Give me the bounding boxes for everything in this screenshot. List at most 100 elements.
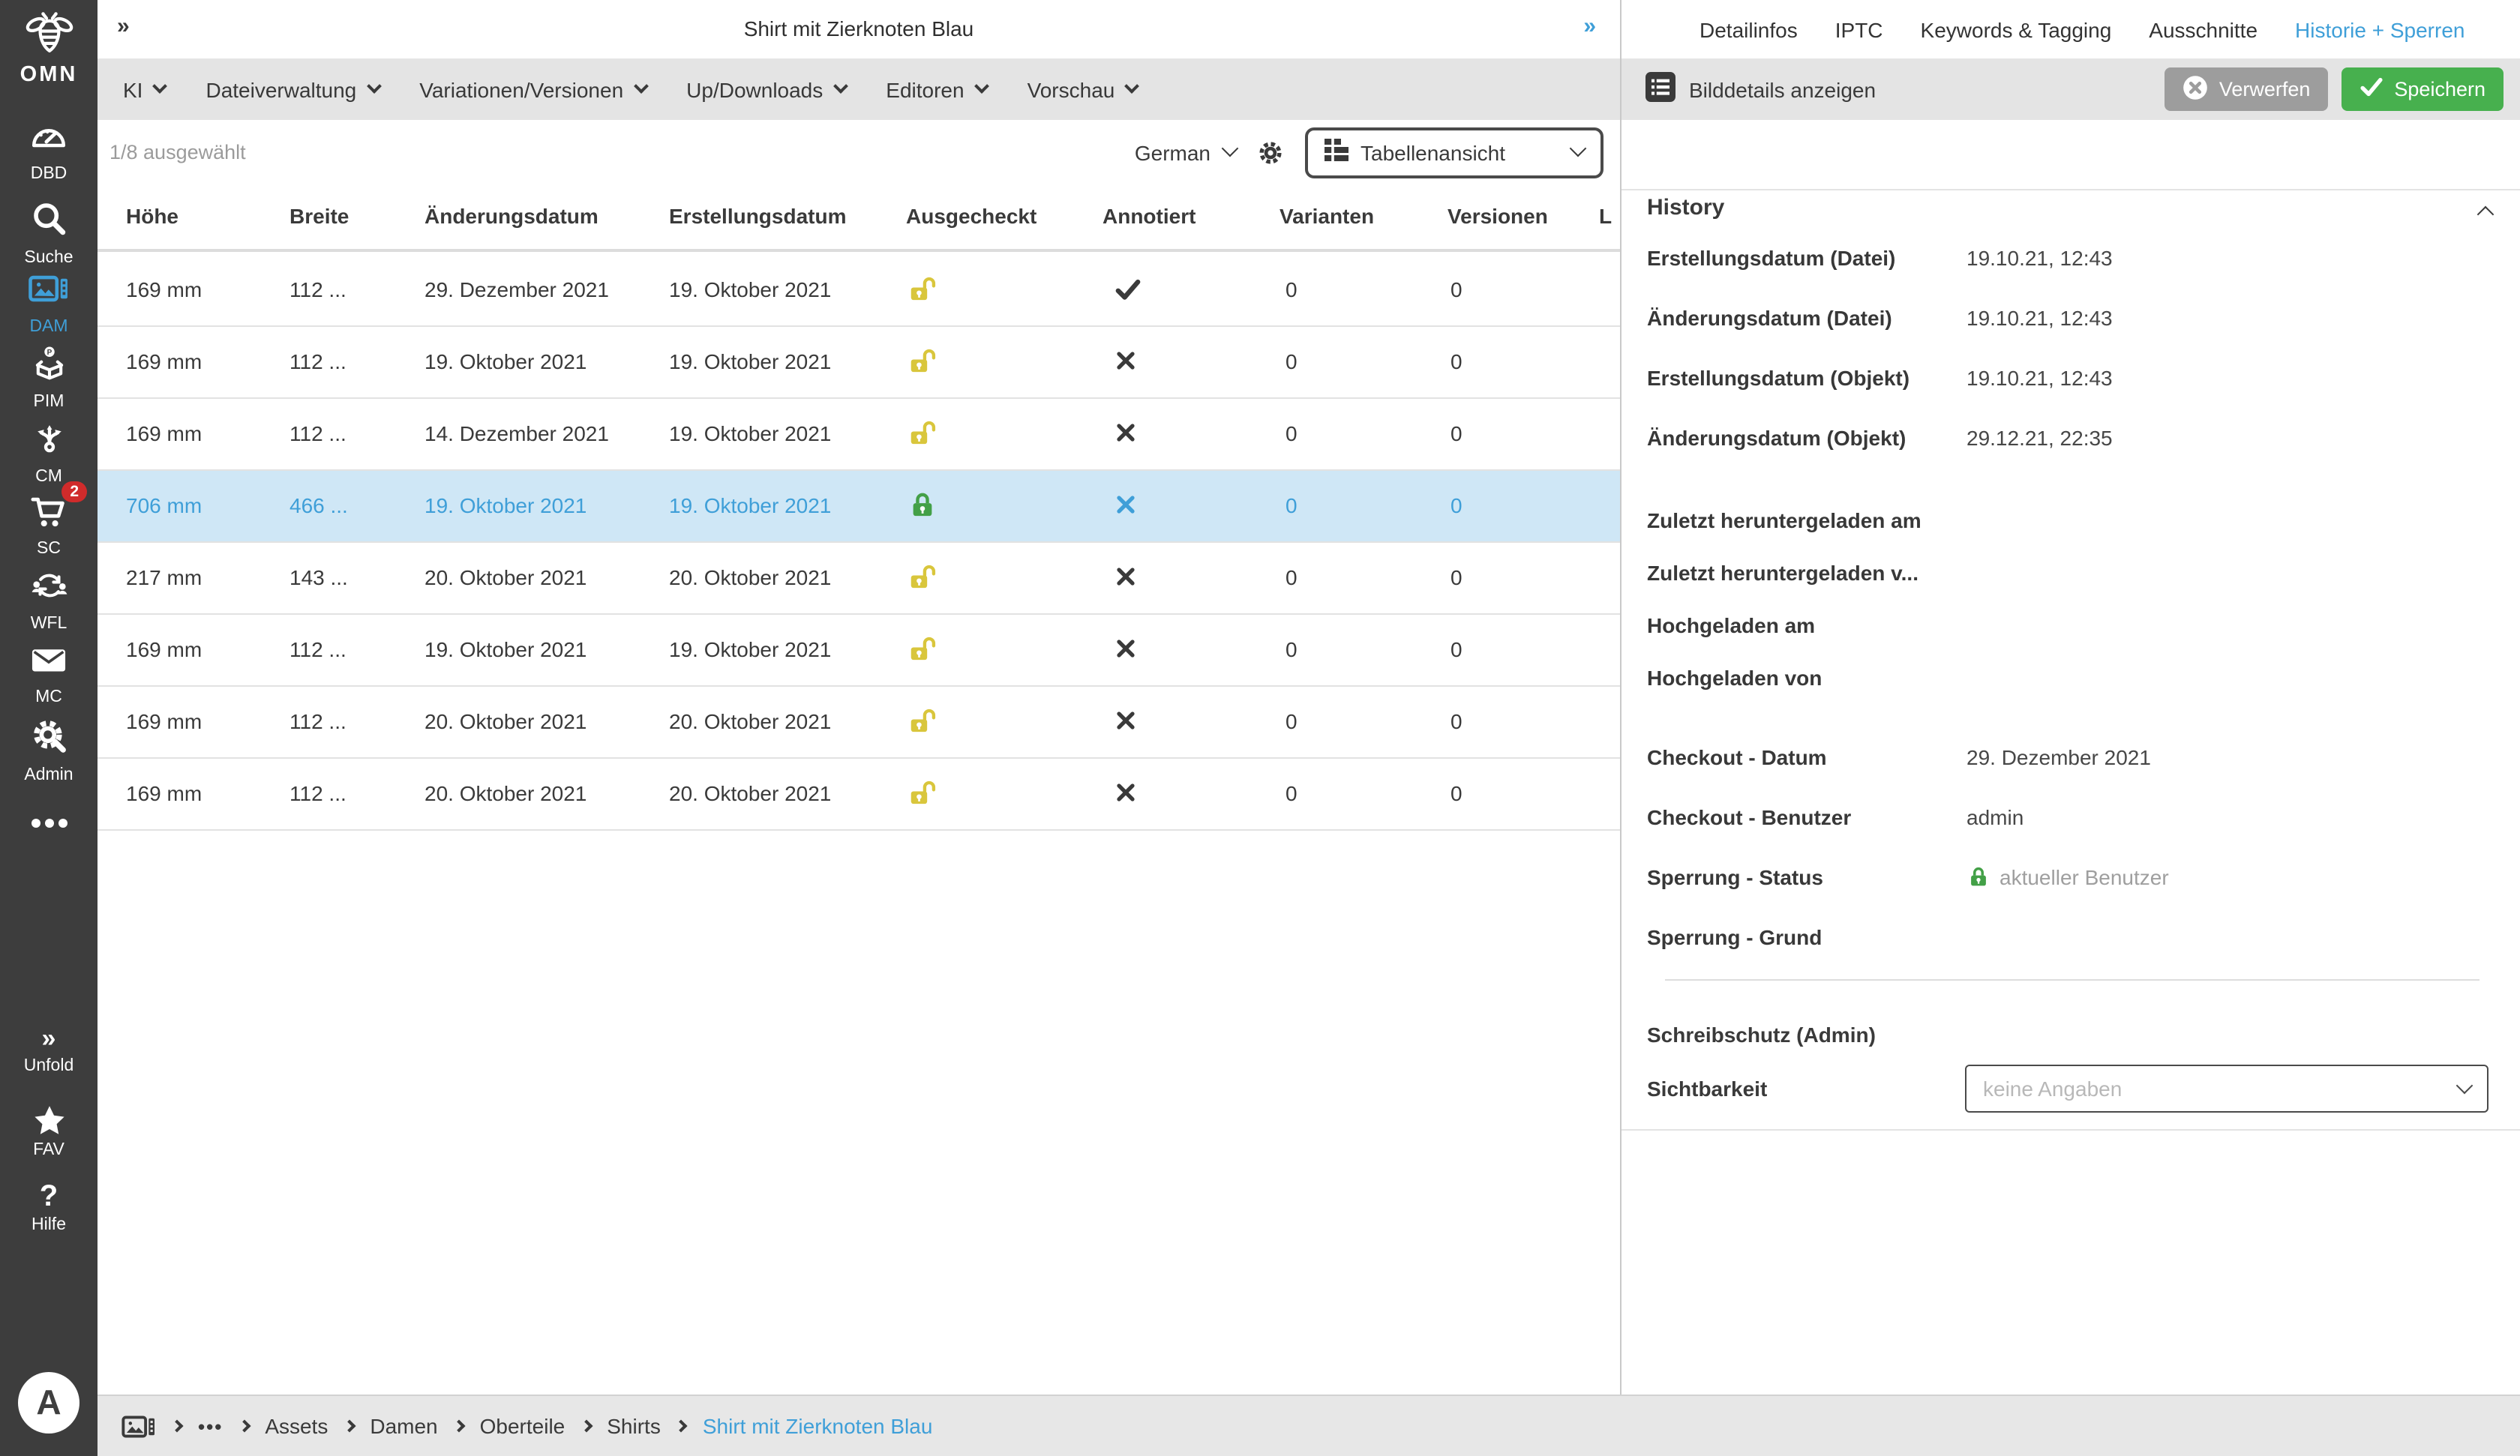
- show-image-details-button[interactable]: Bilddetails anzeigen: [1646, 72, 1876, 106]
- cross-icon: [1114, 781, 1137, 811]
- avatar[interactable]: A: [18, 1372, 80, 1434]
- field-label: Erstellungsdatum (Datei): [1647, 246, 1895, 270]
- table-row[interactable]: 169 mm 112 ... 14. Dezember 2021 19. Okt…: [98, 399, 1620, 471]
- column-header[interactable]: Varianten: [1280, 204, 1374, 228]
- breadcrumb-bar: •••AssetsDamenOberteileShirtsShirt mit Z…: [98, 1395, 2520, 1456]
- sidebar-item-admin[interactable]: Admin: [0, 717, 98, 784]
- field-label: Checkout - Benutzer: [1647, 805, 1851, 829]
- lock-open-icon: [908, 562, 938, 600]
- tab-keywords-tagging[interactable]: Keywords & Tagging: [1921, 17, 2112, 41]
- breadcrumb-item[interactable]: Shirts: [607, 1414, 661, 1438]
- tab-ausschnitte[interactable]: Ausschnitte: [2149, 17, 2258, 41]
- sidebar-item-mc[interactable]: MC: [0, 642, 98, 706]
- sidebar-more-button[interactable]: [0, 817, 98, 829]
- tab-detailinfos[interactable]: Detailinfos: [1700, 17, 1798, 41]
- field-label: Hochgeladen von: [1647, 665, 1822, 689]
- history-field-group: Erstellungsdatum (Datei) 19.10.21, 12:43…: [1647, 228, 2496, 468]
- chevron-down-icon: [366, 78, 381, 93]
- page-title: Shirt mit Zierknoten Blau: [98, 16, 1620, 40]
- menu-editoren[interactable]: Editoren: [886, 77, 986, 101]
- cell-varianten: 0: [1286, 565, 1298, 589]
- column-header[interactable]: L: [1599, 204, 1612, 228]
- breadcrumb-chevron-icon: [452, 1420, 465, 1433]
- circle-x-icon: [2183, 74, 2209, 104]
- column-header[interactable]: Annotiert: [1102, 204, 1196, 228]
- breadcrumb-item[interactable]: Damen: [370, 1414, 437, 1438]
- tab-iptc[interactable]: IPTC: [1835, 17, 1883, 41]
- sidebar-item-fav[interactable]: FAV: [0, 1104, 98, 1159]
- breadcrumb-collapsed[interactable]: •••: [198, 1415, 223, 1437]
- chevron-up-icon[interactable]: [2480, 201, 2492, 228]
- cell-versionen: 0: [1450, 277, 1462, 301]
- cell-hoehe: 706 mm: [126, 493, 202, 517]
- cell-breite: 112 ...: [290, 421, 346, 445]
- table-row[interactable]: 169 mm 112 ... 20. Oktober 2021 20. Okto…: [98, 759, 1620, 831]
- table-row[interactable]: 169 mm 112 ... 29. Dezember 2021 19. Okt…: [98, 255, 1620, 327]
- visibility-select[interactable]: keine Angaben: [1965, 1065, 2488, 1113]
- lock-open-icon: [908, 418, 938, 456]
- table-row[interactable]: 169 mm 112 ... 19. Oktober 2021 19. Okto…: [98, 327, 1620, 399]
- sidebar-item-unfold[interactable]: » Unfold: [0, 1026, 98, 1075]
- detail-panel: Detailinfos IPTC Keywords & Tagging Ausschn…: [1620, 0, 2520, 1395]
- sidebar-item-suche[interactable]: Suche: [0, 199, 98, 267]
- sidebar-item-label: Admin: [0, 766, 98, 784]
- view-mode-select[interactable]: Tabellenansicht: [1305, 127, 1604, 178]
- chevron-down-icon: [153, 78, 168, 93]
- sidebar-item-dam[interactable]: DAM: [0, 270, 98, 336]
- column-header[interactable]: Versionen: [1448, 204, 1548, 228]
- menu-up-downloads[interactable]: Up/Downloads: [686, 77, 845, 101]
- table-row[interactable]: 217 mm 143 ... 20. Oktober 2021 20. Okto…: [98, 543, 1620, 615]
- cell-erstellungsdatum: 19. Oktober 2021: [669, 349, 831, 373]
- lock-open-icon: [908, 274, 938, 312]
- detail-tabs: Detailinfos IPTC Keywords & Tagging Ausschn…: [1622, 0, 2520, 58]
- table-row[interactable]: 169 mm 112 ... 20. Oktober 2021 20. Okto…: [98, 687, 1620, 759]
- sidebar-item-pim[interactable]: P PIM: [0, 343, 98, 411]
- menu-ki[interactable]: KI: [123, 77, 165, 101]
- column-header[interactable]: Breite: [290, 204, 349, 228]
- branch-arrows-icon: [29, 418, 68, 457]
- lock-open-icon: [908, 634, 938, 672]
- omn-logo[interactable]: OMN: [0, 10, 98, 87]
- field-label: Zuletzt heruntergeladen am: [1647, 508, 1922, 532]
- sidebar-item-cm[interactable]: CM: [0, 418, 98, 486]
- table-row[interactable]: 169 mm 112 ... 19. Oktober 2021 19. Okto…: [98, 615, 1620, 687]
- field-row: Erstellungsdatum (Objekt) 19.10.21, 12:4…: [1647, 348, 2496, 408]
- cell-hoehe: 169 mm: [126, 277, 202, 301]
- column-header[interactable]: Höhe: [126, 204, 178, 228]
- menu-label: Vorschau: [1028, 77, 1115, 101]
- check-icon: [2360, 76, 2384, 102]
- table-row[interactable]: 706 mm 466 ... 19. Oktober 2021 19. Okto…: [98, 471, 1620, 543]
- shopping-cart-icon: 2: [28, 492, 69, 529]
- field-row: Zuletzt heruntergeladen v...: [1647, 546, 2496, 598]
- column-header[interactable]: Erstellungsdatum: [669, 204, 847, 228]
- logo-text: OMN: [0, 63, 98, 87]
- sidebar-item-sc[interactable]: 2 SC: [0, 492, 98, 558]
- cross-icon: [1114, 493, 1137, 523]
- menu-dateiverwaltung[interactable]: Dateiverwaltung: [206, 77, 379, 101]
- save-button[interactable]: Speichern: [2342, 67, 2504, 111]
- expand-detail-icon[interactable]: »: [1583, 13, 1596, 39]
- sidebar-item-wfl[interactable]: WFL: [0, 567, 98, 633]
- sidebar-item-label: FAV: [0, 1141, 98, 1159]
- cell-aenderungsdatum: 29. Dezember 2021: [424, 277, 609, 301]
- field-row: Hochgeladen von: [1647, 651, 2496, 703]
- save-label: Speichern: [2394, 78, 2486, 100]
- breadcrumb-item[interactable]: Oberteile: [480, 1414, 566, 1438]
- tab-historie-sperren[interactable]: Historie + Sperren: [2295, 17, 2464, 41]
- menu-vorschau[interactable]: Vorschau: [1028, 77, 1138, 101]
- image-film-icon[interactable]: [122, 1410, 156, 1442]
- question-icon: ?: [40, 1186, 58, 1212]
- column-header[interactable]: Änderungsdatum: [424, 204, 598, 228]
- language-select[interactable]: German: [1135, 140, 1236, 164]
- field-label: Sperrung - Grund: [1647, 925, 1822, 949]
- sidebar-item-dbd[interactable]: DBD: [0, 117, 98, 183]
- main-pane: » Shirt mit Zierknoten Blau » KI Dateive…: [98, 0, 1620, 1456]
- menu-variationen-versionen[interactable]: Variationen/Versionen: [419, 77, 646, 101]
- search-icon: [29, 199, 68, 238]
- chevron-down-icon: [2456, 1077, 2474, 1094]
- sidebar-item-hilfe[interactable]: ? Hilfe: [0, 1182, 98, 1234]
- column-header[interactable]: Ausgecheckt: [906, 204, 1036, 228]
- breadcrumb-item[interactable]: Assets: [265, 1414, 328, 1438]
- gear-icon[interactable]: [1257, 139, 1284, 166]
- discard-button[interactable]: Verwerfen: [2165, 67, 2329, 111]
